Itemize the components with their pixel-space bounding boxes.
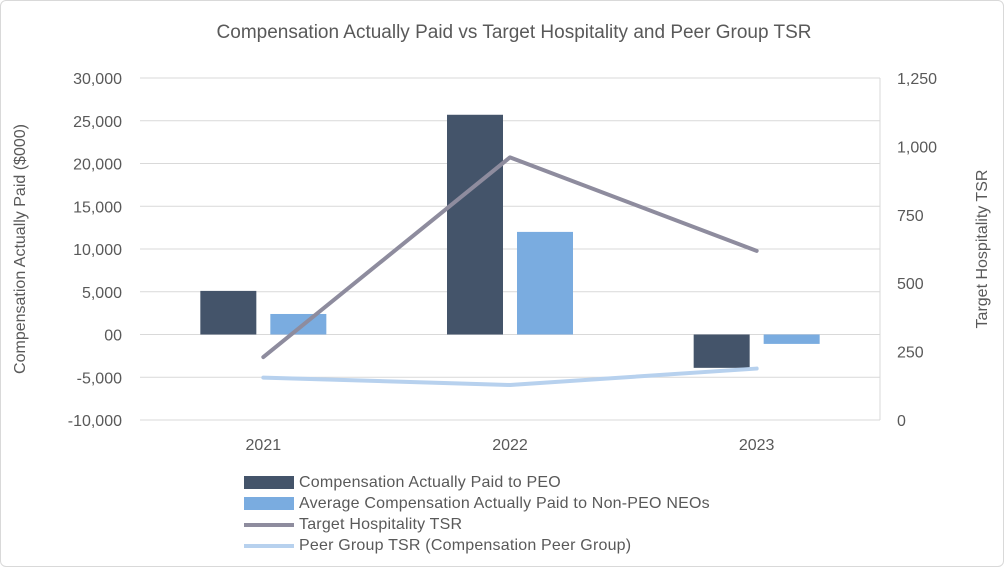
legend-item-peo-cap: Compensation Actually Paid to PEO [244, 472, 864, 493]
legend-swatch-target-tsr [244, 522, 294, 527]
y-left-tick-label: -10,000 [68, 413, 122, 430]
y-left-tick-label: 10,000 [73, 242, 122, 259]
legend-label-neo-cap: Average Compensation Actually Paid to No… [299, 494, 710, 512]
line-target-tsr [261, 155, 759, 360]
bar-peo-cap [200, 290, 257, 335]
x-tick-label: 2022 [492, 437, 528, 454]
y-left-tick-label: 20,000 [73, 157, 122, 174]
legend-item-peer-tsr: Peer Group TSR (Compensation Peer Group) [244, 535, 864, 556]
bar-neo-cap [763, 334, 820, 344]
y-left-tick-label: 25,000 [73, 114, 122, 131]
bar-neo-cap [270, 313, 327, 335]
y-right-tick-label: 1,250 [897, 71, 937, 88]
bar-neo-cap [517, 231, 573, 335]
legend-label-peo-cap: Compensation Actually Paid to PEO [299, 473, 561, 491]
x-tick-label: 2021 [246, 437, 282, 454]
bar-peo-cap [447, 114, 503, 335]
y-left-tick-label: 15,000 [73, 199, 122, 216]
legend-item-neo-cap: Average Compensation Actually Paid to No… [244, 493, 864, 514]
y-right-tick-label: 750 [897, 208, 924, 225]
legend-item-target-tsr: Target Hospitality TSR [244, 514, 864, 535]
y-left-tick-label: 30,000 [73, 71, 122, 88]
legend-label-peer-tsr: Peer Group TSR (Compensation Peer Group) [299, 536, 632, 554]
y-right-tick-label: 0 [897, 413, 906, 430]
legend-label-target-tsr: Target Hospitality TSR [299, 515, 463, 533]
line-peer-tsr [261, 366, 759, 387]
y-left-tick-label: -5,000 [77, 370, 122, 387]
legend-swatch-peo-cap [244, 476, 294, 489]
y-right-tick-label: 1,000 [897, 139, 937, 156]
y-axis-right-label: Target Hospitality TSR [974, 170, 991, 329]
chart-legend: Compensation Actually Paid to PEO Averag… [244, 472, 864, 556]
y-left-tick-label: 00 [104, 328, 122, 345]
y-left-tick-label: 5,000 [82, 285, 122, 302]
y-right-tick-label: 250 [897, 345, 924, 362]
legend-swatch-peer-tsr [244, 543, 294, 548]
y-axis-left-label: Compensation Actually Paid ($000) [12, 124, 29, 374]
bar-peo-cap [693, 334, 750, 368]
x-tick-label: 2023 [739, 437, 775, 454]
chart-title: Compensation Actually Paid vs Target Hos… [217, 22, 812, 43]
legend-swatch-neo-cap [244, 497, 294, 510]
y-right-tick-label: 500 [897, 276, 924, 293]
